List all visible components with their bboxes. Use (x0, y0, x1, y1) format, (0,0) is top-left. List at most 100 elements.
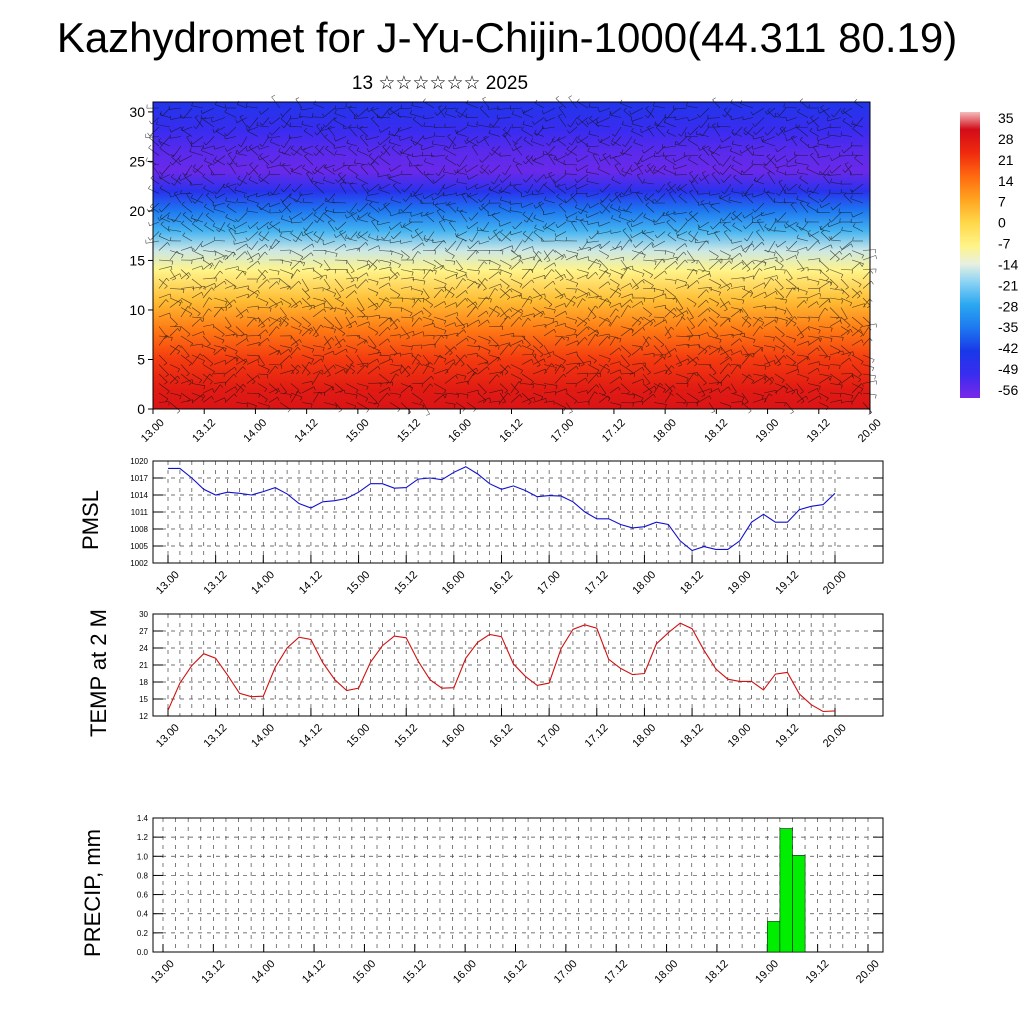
precip-bar (779, 828, 793, 953)
wind-barbs (145, 94, 877, 416)
colorbar-label: -21 (998, 277, 1018, 293)
colorbar: 35 28 21 14 7 0 -7 -14 -21 -28 -35 -42 -49 -56 (960, 110, 1018, 398)
colorbar-label: 28 (998, 131, 1014, 147)
x-tick-label: 13.12 (199, 958, 227, 986)
x-tick-label: 17.00 (549, 417, 577, 445)
y-tick-label: 0.4 (137, 910, 149, 919)
x-tick-label: 13.00 (154, 569, 182, 597)
x-tick-label: 15.00 (350, 958, 378, 986)
y-tick-label: 25 (129, 153, 145, 169)
x-tick-label: 18.12 (703, 958, 731, 986)
y-tick-label: 10 (129, 302, 145, 318)
x-tick-label: 15.00 (344, 722, 372, 750)
y-tick-label: 27 (139, 627, 148, 636)
y-tick-label: 20 (129, 203, 145, 219)
y-axis-label: PMSL (78, 490, 103, 550)
x-tick-label: 14.00 (249, 569, 277, 597)
x-tick-label: 17.00 (535, 722, 563, 750)
colorbar-label: -49 (998, 361, 1018, 377)
x-tick-label: 19.00 (753, 958, 781, 986)
x-tick-label: 18.12 (702, 417, 730, 445)
y-tick-label: 5 (137, 351, 145, 367)
y-tick-label: 30 (129, 104, 145, 120)
series-line (168, 466, 836, 552)
x-tick-label: 14.00 (250, 958, 278, 986)
colorbar-label: 21 (998, 152, 1014, 168)
x-tick-label: 18.12 (678, 569, 706, 597)
grid (153, 613, 883, 717)
y-axis-label: TEMP at 2 M (86, 609, 111, 737)
temperature-field (153, 102, 870, 409)
x-tick-label: 17.12 (583, 722, 611, 750)
y-tick-label: 1017 (130, 474, 148, 483)
x-tick-label: 13.00 (149, 958, 177, 986)
x-tick-label: 13.12 (202, 569, 230, 597)
y-tick-label: 0.8 (137, 871, 149, 880)
x-tick-label: 19.00 (726, 569, 754, 597)
x-tick-label: 18.00 (652, 958, 680, 986)
y-tick-label: 1008 (130, 525, 148, 534)
y-tick-label: 0.0 (137, 948, 149, 957)
y-tick-label: 15 (129, 252, 145, 268)
x-tick-label: 14.00 (249, 722, 277, 750)
precip-panel: 0.0 0.2 0.4 0.6 0.8 1.0 1.2 1.4 13.00 13.12 14.00 1… (80, 814, 884, 986)
x-tick-label: 15.12 (392, 722, 420, 750)
y-tick-label: 0.6 (137, 891, 149, 900)
colorbar-label: -56 (998, 382, 1018, 398)
x-tick-label: 15.00 (344, 417, 372, 445)
x-tick-label: 19.00 (726, 722, 754, 750)
x-tick-label: 13.00 (139, 417, 167, 445)
y-tick-label: 18 (139, 678, 148, 687)
x-tick-label: 18.12 (678, 722, 706, 750)
x-tick-label: 14.12 (293, 417, 321, 445)
colorbar-label: -35 (998, 319, 1018, 335)
x-tick-label: 19.00 (753, 417, 781, 445)
plot-frame (152, 817, 884, 953)
grid (153, 460, 883, 564)
colorbar-label: 0 (998, 215, 1006, 231)
y-tick-label: 24 (139, 644, 148, 653)
colorbar-scale (960, 112, 980, 398)
colorbar-label: -42 (998, 340, 1018, 356)
y-tick-label: 1014 (130, 491, 148, 500)
x-tick-label: 16.12 (487, 569, 515, 597)
x-tick-label: 17.12 (602, 958, 630, 986)
x-tick-label: 17.12 (583, 569, 611, 597)
x-tick-label: 15.00 (344, 569, 372, 597)
y-tick-label: 1011 (131, 508, 149, 517)
x-tick-label: 20.00 (821, 569, 849, 597)
chart-subtitle: 13 ☆☆☆☆☆☆ 2025 (351, 73, 529, 94)
x-tick-label: 20.00 (854, 958, 882, 986)
x-tick-label: 20.00 (856, 417, 884, 445)
x-tick-label: 16.00 (440, 722, 468, 750)
x-tick-label: 16.00 (446, 417, 474, 445)
x-tick-label: 14.00 (241, 417, 269, 445)
y-tick-label: 0.2 (137, 929, 149, 938)
x-tick-label: 14.12 (297, 569, 325, 597)
colorbar-label: -28 (998, 298, 1018, 314)
x-tick-label: 13.00 (154, 722, 182, 750)
x-tick-label: 17.00 (552, 958, 580, 986)
x-tick-label: 16.12 (497, 417, 525, 445)
y-tick-label: 0 (137, 401, 145, 417)
x-tick-label: 20.00 (821, 722, 849, 750)
x-tick-label: 19.12 (773, 722, 801, 750)
pmsl-panel: 1002 1005 1008 1011 1014 1017 1020 13.00 13.12 14… (78, 457, 884, 597)
upper-air-panel: 0 5 10 15 20 25 30 13.00 13.12 14.00 14.12 15.00 15.… (129, 94, 884, 445)
y-tick-label: 12 (139, 712, 148, 721)
x-tick-label: 18.00 (651, 417, 679, 445)
colorbar-label: 14 (998, 173, 1014, 189)
series-line (167, 622, 836, 713)
y-tick-label: 30 (139, 610, 148, 619)
x-tick-label: 13.12 (190, 417, 218, 445)
x-tick-label: 15.12 (401, 958, 429, 986)
x-tick-label: 17.12 (600, 417, 628, 445)
x-tick-label: 14.12 (297, 722, 325, 750)
temp-panel: 12 15 18 21 24 27 30 13.00 13.12 14.00 14.12 15.00 1… (86, 609, 884, 750)
y-tick-label: 1.4 (137, 814, 149, 823)
x-tick-label: 16.00 (440, 569, 468, 597)
x-tick-label: 15.12 (392, 569, 420, 597)
x-tick-label: 16.12 (501, 958, 529, 986)
colorbar-label: -14 (998, 256, 1018, 272)
y-tick-label: 1020 (130, 457, 148, 466)
